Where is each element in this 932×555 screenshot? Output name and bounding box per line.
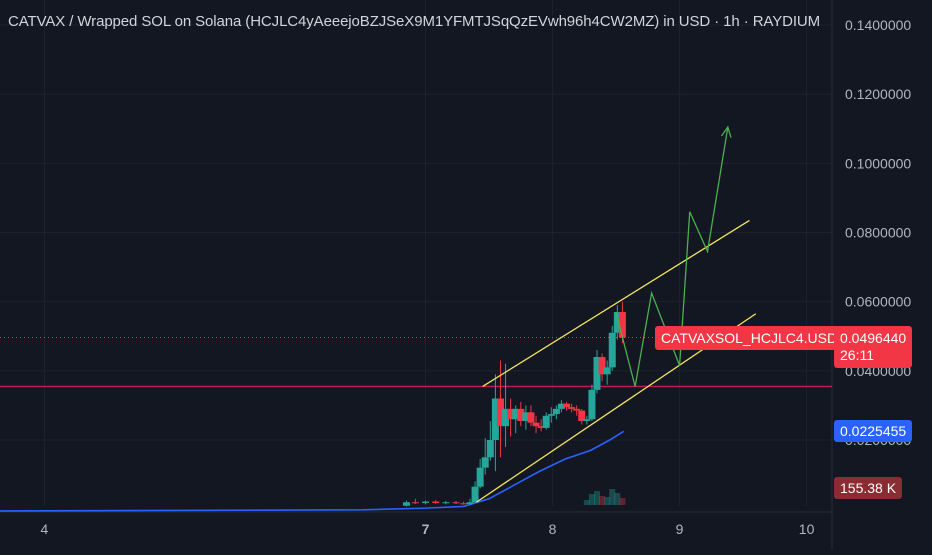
candle-body: [542, 415, 550, 428]
y-tick-label: 0.1400000: [845, 17, 911, 33]
y-tick-label: 0.1200000: [845, 86, 911, 102]
candle-body: [573, 408, 581, 411]
small-candle-body: [460, 503, 468, 505]
candle-body: [532, 422, 540, 427]
candle-body: [527, 412, 535, 423]
volume-bar: [614, 493, 621, 505]
volume-bar: [604, 497, 611, 505]
small-candle-body: [432, 501, 440, 503]
candle-body: [618, 312, 626, 338]
y-tick-label: 0.0800000: [845, 225, 911, 241]
last-price-label: 0.0496440 26:11: [834, 326, 913, 368]
y-tick-label: 0.0600000: [845, 294, 911, 310]
candle-body: [603, 367, 611, 375]
candle-body: [588, 389, 596, 420]
x-tick-label: 4: [41, 521, 49, 537]
candle-body: [537, 426, 545, 428]
small-candle-body: [411, 502, 419, 504]
candle-body: [476, 467, 484, 487]
volume-value-label: 155.38 K: [834, 477, 903, 499]
candle-body: [491, 398, 499, 440]
symbol-tag: CATVAXSOL_HCJLC4.USD: [655, 326, 844, 350]
candle-body: [512, 408, 520, 420]
candle-body: [583, 419, 591, 421]
x-tick-label: 7: [422, 521, 430, 537]
candle-body: [578, 410, 586, 421]
candle-body: [502, 408, 510, 427]
candle-body: [496, 398, 504, 427]
projection-path: [615, 126, 729, 387]
x-tick-label: 9: [676, 521, 684, 537]
candle-body: [608, 332, 616, 368]
candle-body: [517, 408, 525, 421]
candle-body: [547, 414, 555, 416]
last-price-value: 0.0496440: [840, 330, 907, 346]
x-tick-label: 10: [799, 521, 815, 537]
small-candle-body: [442, 502, 450, 504]
volume-bar: [609, 489, 616, 505]
projection-arrow-head: [720, 125, 732, 138]
volume-bar: [583, 500, 590, 505]
candle-body: [481, 457, 489, 468]
candle-body: [507, 408, 515, 420]
candle-body: [522, 412, 530, 421]
candle-body: [593, 357, 601, 390]
moving-average-line: [0, 430, 625, 512]
small-candle-body: [452, 502, 460, 504]
candle-body: [613, 312, 621, 333]
volume-bar: [594, 491, 601, 505]
volume-bar: [588, 494, 595, 505]
candle-body: [486, 440, 494, 458]
candle-body: [552, 408, 560, 415]
candle-body: [557, 403, 565, 409]
small-candle-body: [422, 501, 430, 503]
candle-body: [563, 403, 571, 408]
volume-bar: [599, 496, 606, 505]
volume-bar: [619, 498, 626, 505]
candle-body: [568, 407, 576, 409]
x-tick-label: 8: [549, 521, 557, 537]
chart-title: CATVAX / Wrapped SOL on Solana (HCJLC4yA…: [8, 13, 821, 30]
small-candle-body: [402, 502, 410, 506]
y-tick-label: 0.1000000: [845, 155, 911, 171]
ma-value-label: 0.0225455: [834, 420, 913, 442]
countdown-value: 26:11: [840, 347, 874, 363]
candle-body: [471, 486, 479, 503]
candle-body: [466, 502, 474, 504]
channel-upper-line: [482, 219, 750, 387]
candle-body: [598, 357, 606, 375]
